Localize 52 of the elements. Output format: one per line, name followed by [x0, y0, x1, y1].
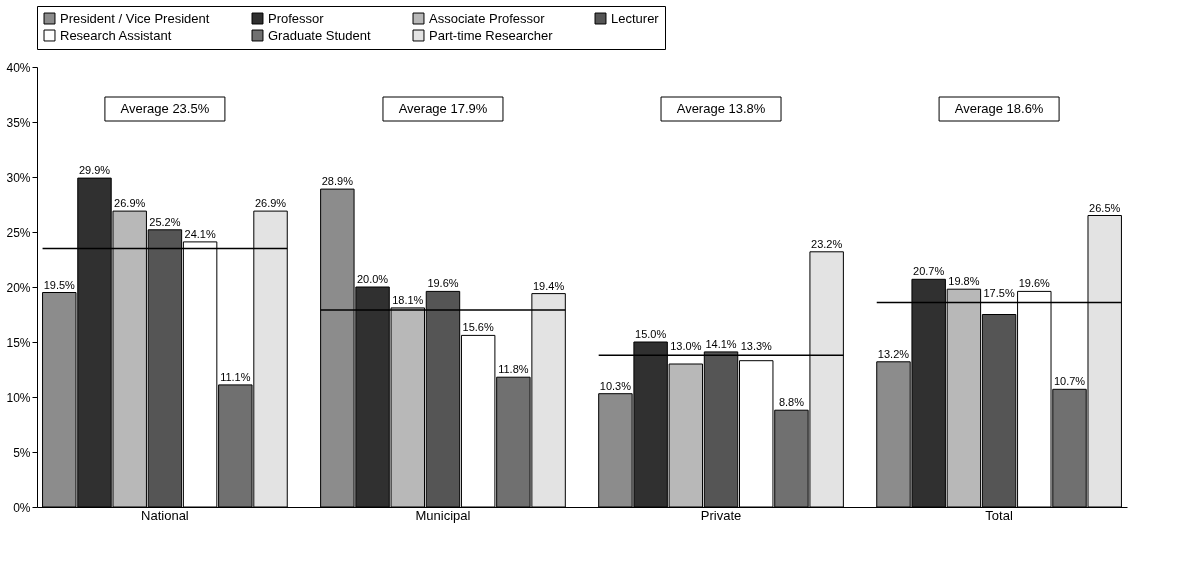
data-label: 11.1%	[220, 370, 251, 383]
data-label: 19.4%	[532, 279, 565, 292]
annotation: Average 18.6%	[954, 101, 1044, 116]
x-tick-label: Total	[985, 507, 1013, 523]
x-tick-label: National	[141, 507, 189, 523]
data-label: 26.9%	[254, 197, 287, 210]
y-tick-label: 30%	[6, 170, 31, 185]
legend-label: Graduate Student	[268, 27, 372, 43]
data-label: 13.2%	[877, 347, 910, 360]
data-label: 13.0%	[670, 340, 702, 353]
data-label: 23.2%	[811, 237, 843, 250]
x-tick-label: Private	[700, 507, 742, 523]
data-label: 15.6%	[462, 321, 494, 334]
x-tick-label: Municipal	[415, 507, 471, 523]
data-label: 13.3%	[740, 340, 773, 353]
data-label: 19.8%	[948, 275, 980, 288]
y-tick-label: 25%	[6, 225, 31, 240]
annotation: Average 13.8%	[676, 101, 766, 116]
data-label: 25.2%	[149, 215, 181, 228]
y-tick-label: 0%	[13, 500, 31, 515]
data-label: 10.3%	[599, 379, 632, 392]
data-label: 8.8%	[778, 396, 805, 409]
legend-label: Lecturer	[611, 10, 660, 26]
data-label: 20.7%	[913, 265, 945, 278]
data-label: 18.1%	[392, 293, 424, 306]
data-label: 19.5%	[43, 278, 76, 291]
y-tick-label: 10%	[6, 390, 31, 405]
annotation: Average 23.5%	[120, 101, 210, 116]
data-label: 19.6%	[1018, 277, 1051, 290]
data-label: 11.8%	[498, 363, 529, 376]
data-label: 17.5%	[983, 287, 1015, 300]
annotation: Average 17.9%	[398, 101, 488, 116]
data-label: 10.7%	[1053, 375, 1086, 388]
data-label: 28.9%	[321, 175, 354, 188]
y-tick-label: 40%	[6, 60, 31, 75]
legend-label: Associate Professor	[429, 10, 546, 26]
legend-label: Part-time Researcher	[429, 27, 554, 43]
legend-label: Research Assistant	[60, 27, 172, 43]
data-label: 24.1%	[184, 227, 216, 240]
data-label: 15.0%	[635, 328, 667, 340]
data-label: 19.6%	[427, 277, 459, 290]
y-tick-label: 5%	[13, 445, 31, 460]
data-label: 26.5%	[1089, 201, 1121, 214]
legend-label: President / Vice President	[60, 10, 210, 26]
data-label: 26.9%	[114, 197, 146, 210]
data-label: 29.9%	[78, 164, 111, 177]
legend-label: Professor	[268, 10, 325, 26]
data-label: 20.0%	[356, 273, 389, 285]
y-tick-label: 35%	[6, 115, 31, 130]
y-tick-label: 20%	[6, 280, 31, 295]
data-label: 14.1%	[705, 337, 737, 350]
y-tick-label: 15%	[6, 335, 31, 350]
